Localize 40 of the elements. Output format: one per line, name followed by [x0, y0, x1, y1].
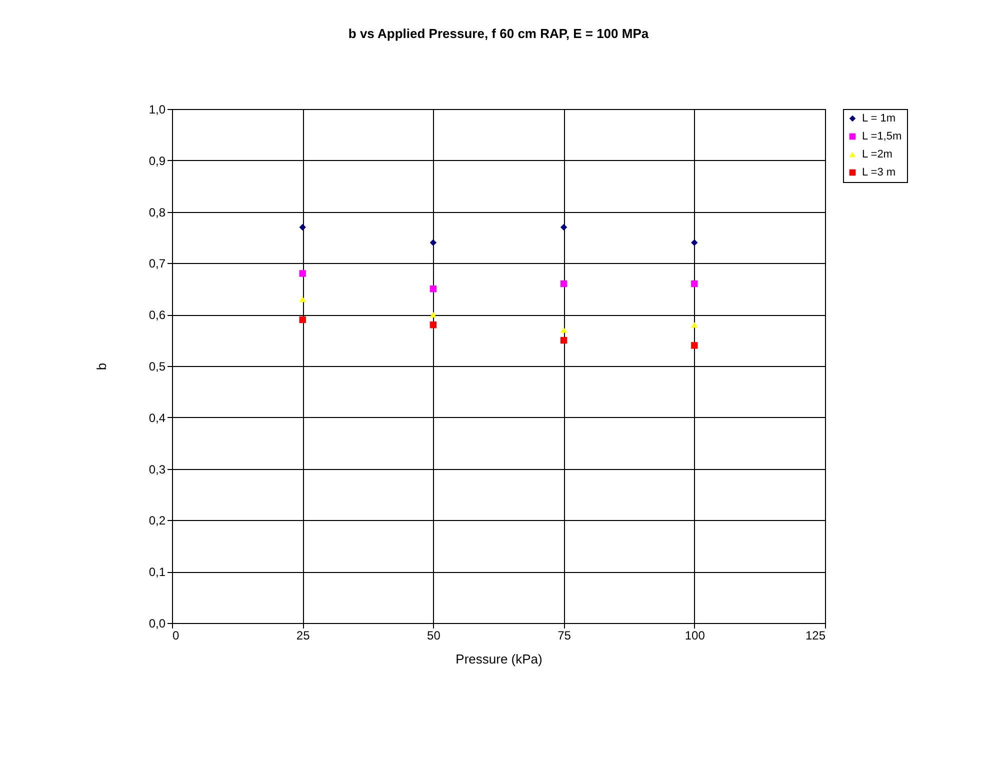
y-tick-label: 0,8 [148, 205, 166, 220]
y-tick-label: 0,0 [148, 616, 166, 630]
y-tick-label: 0,7 [148, 256, 166, 271]
x-tick-label: 100 [684, 628, 706, 642]
y-axis-title: b [94, 362, 109, 370]
point [560, 336, 568, 344]
point [430, 286, 437, 292]
chart-title: b vs Applied Pressure, f 60 cm RAP, E = 100 MPa [348, 26, 650, 41]
y-tick-label: 0,1 [148, 565, 166, 580]
x-tick-label: 25 [296, 628, 310, 642]
point [560, 327, 568, 333]
x-tick-label: 75 [558, 628, 572, 642]
point [691, 342, 698, 349]
y-tick-label: 0,6 [148, 308, 166, 322]
point [430, 312, 437, 318]
y-tick-label: 1,0 [148, 102, 166, 116]
legend-label: L =2m [862, 148, 892, 160]
point [691, 322, 698, 328]
y-tick-label: 0,3 [148, 462, 166, 476]
x-axis-title: Pressure (kPa) [456, 652, 542, 666]
x-tick-label: 50 [427, 628, 441, 642]
point [560, 280, 568, 288]
point [299, 296, 306, 302]
point [691, 239, 698, 246]
point [299, 224, 306, 231]
y-tick-label: 0,5 [148, 360, 166, 374]
x-tick-label: 125 [805, 628, 826, 642]
legend-label: L = 1m [862, 112, 896, 124]
y-tick-label: 0,2 [148, 514, 166, 528]
point [299, 316, 306, 324]
point [430, 239, 437, 246]
point [560, 224, 568, 231]
legend-label: L =1,5m [862, 130, 902, 142]
legend-label: L =3 m [862, 166, 896, 178]
x-tick-label: 0 [172, 628, 180, 642]
point [430, 322, 437, 328]
y-tick-label: 0,9 [148, 154, 166, 168]
y-tick-label: 0,4 [148, 410, 166, 425]
point [691, 280, 698, 288]
point [299, 270, 306, 277]
